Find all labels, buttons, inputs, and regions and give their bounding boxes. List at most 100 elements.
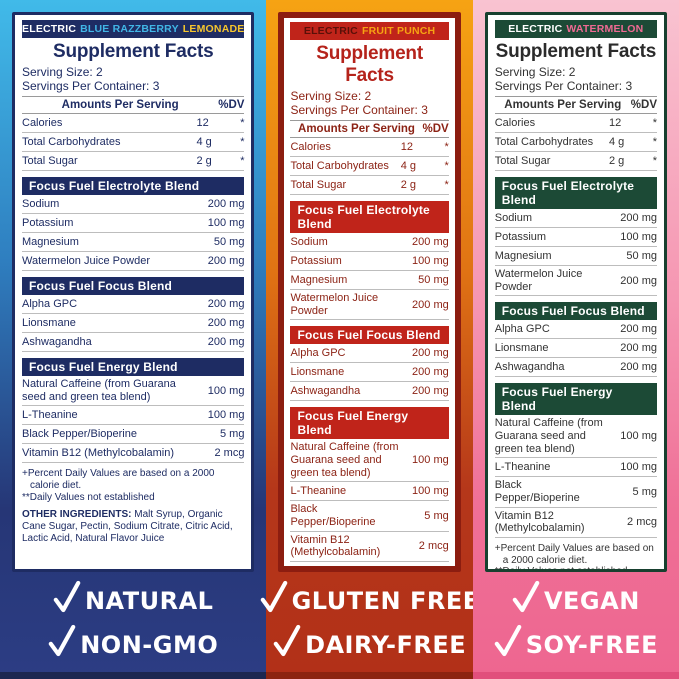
fact-amount: 2 g [400,179,417,192]
blend-row-alpha-gpc: Alpha GPC 200 mg [290,344,449,364]
blend-row-watermelon-juice: Watermelon Juice Powder 200 mg [290,290,449,321]
fact-dv: * [240,155,245,168]
blend-amount: 100 mg [412,485,449,498]
blend-ingredient: Watermelon Juice Powder [290,292,379,317]
other-ingredients-label: OTHER INGREDIENTS: [22,508,132,520]
blend-amount: 100 mg [412,255,449,268]
blend-title-energy: Focus Fuel Energy Blend [290,407,449,440]
blend-row-magnesium: Magnesium 50 mg [494,247,657,267]
badge-list: NATURAL NON-GMO [0,579,266,667]
flavor-banner: ELECTRIC WATERMELON [494,20,657,38]
blend-row-black-pepper: Black Pepper/Bioperine 5 mg [22,425,245,445]
fact-name: Total Sugar [22,154,78,167]
fact-name: Calories [22,116,63,129]
blend-ingredient: Lionsmane [494,342,549,355]
blend-amount: 100 mg [620,430,657,443]
badge-vegan: VEGAN [512,579,640,623]
fact-row-sugar: Total Sugar 2 g * [22,152,245,172]
blend-ingredient: Potassium [494,230,547,243]
blend-title-focus: Focus Fuel Focus Blend [494,302,657,321]
footnote-not-established: **Daily Values not established [22,491,155,503]
supplement-facts-card: ELECTRIC FRUIT PUNCH Supplement Facts Se… [278,12,461,572]
blend-amount: 50 mg [213,236,245,249]
fact-amount: 4 g [609,136,625,149]
badge-dairy-free: DAIRY-FREE [273,623,466,667]
fact-row-calories: Calories 12 * [22,114,245,134]
badge-label: DAIRY-FREE [305,631,467,659]
blend-ingredient: Natural Caffeine (from Guarana seed and … [22,378,176,403]
flavor-word-electric: ELECTRIC [508,23,563,35]
blend-row-watermelon-juice: Watermelon Juice Powder 200 mg [494,266,657,297]
badge-non-gmo: NON-GMO [48,623,218,667]
other-ingredients: OTHER INGREDIENTS: Malt Syrup, Organic C… [22,509,244,545]
serving-size: Serving Size: 2 [22,65,103,79]
blend-amount: 100 mg [207,384,245,397]
badge-list: VEGAN SOY-FREE [473,579,679,667]
flavor-word-electric: ELECTRIC [303,25,358,37]
blend-row-potassium: Potassium 100 mg [494,228,657,248]
blend-ingredient: Sodium [22,197,60,210]
fact-row-carbohydrates: Total Carbohydrates 4 g * [494,133,657,153]
fact-row-sugar: Total Sugar 2 g * [494,152,657,172]
fact-row-carbohydrates: Total Carbohydrates 4 g * [290,157,449,177]
badge-label: NATURAL [84,587,214,615]
blend-row-l-theanine: L-Theanine 100 mg [22,406,245,426]
blend-amount: 100 mg [412,454,449,467]
blend-ingredient: L-Theanine [494,460,551,473]
amounts-header-row: Amounts Per Serving %DV [290,120,449,139]
blend-amount: 100 mg [620,461,657,474]
checkmark-icon [53,580,81,613]
blend-ingredient: Sodium [494,211,533,224]
checkmark-icon [512,580,540,613]
panel-blue-razzberry-lemonade: ELECTRIC BLUE RAZZBERRY LEMONADE Supplem… [0,0,267,679]
blend-title-electrolyte: Focus Fuel Electrolyte Blend [494,177,657,210]
blend-amount: 200 mg [620,361,657,374]
blend-ingredient: Sodium [290,235,328,248]
fact-amount: 2 g [196,155,212,168]
blend-ingredient: Vitamin B12 (Methylcobalamin) [290,533,381,559]
blend-ingredient: Lionsmane [290,366,345,379]
blend-amount: 200 mg [207,317,245,330]
blend-amount: 5 mg [220,428,245,441]
footnote-daily-values: +Percent Daily Values are based on a 200… [494,542,654,566]
blend-title-energy: Focus Fuel Energy Blend [22,358,245,377]
flavor-banner: ELECTRIC FRUIT PUNCH [290,22,449,40]
flavor-word-electric: ELECTRIC [22,23,77,35]
servings-per-container: Servings Per Container: 3 [494,79,633,94]
flavor-banner: ELECTRIC BLUE RAZZBERRY LEMONADE [22,20,245,38]
fact-row-sugar: Total Sugar 2 g * [290,176,449,196]
serving-size: Serving Size: 2 [494,65,576,79]
blend-amount: 5 mg [424,509,449,522]
blend-row-caffeine: Natural Caffeine (from Guarana seed and … [22,376,245,407]
fact-row-calories: Calories 12 * [494,114,657,134]
fact-amount: 4 g [196,136,212,149]
blend-amount: 100 mg [207,409,245,422]
badge-label: VEGAN [543,587,640,615]
fact-name: Total Carbohydrates [290,159,389,172]
blend-ingredient: Ashwagandha [290,385,361,398]
blend-amount: 200 mg [207,198,245,211]
footnote-not-established: **Daily Values not established [494,566,628,572]
blend-amount: 200 mg [412,347,449,360]
blend-row-alpha-gpc: Alpha GPC 200 mg [22,295,245,315]
dv-label: %DV [630,99,657,112]
blend-ingredient: Magnesium [494,249,552,262]
blend-row-l-theanine: L-Theanine 100 mg [290,482,449,502]
supplement-facts-title: Supplement Facts [316,43,423,86]
flavor-word-name: FRUIT PUNCH [361,25,436,37]
checkmark-icon [48,624,76,657]
blend-amount: 200 mg [412,298,449,311]
blend-row-lionsmane: Lionsmane 200 mg [494,339,657,359]
panel-watermelon: ELECTRIC WATERMELON Supplement Facts Ser… [472,0,679,679]
blend-ingredient: Potassium [22,216,74,229]
blend-ingredient: Ashwagandha [494,361,565,374]
servings-per-container: Servings Per Container: 3 [290,103,428,118]
blend-row-lionsmane: Lionsmane 200 mg [290,363,449,383]
fact-dv: * [652,117,657,130]
amounts-per-serving-label: Amounts Per Serving [504,99,622,112]
blend-amount: 2 mcg [627,516,657,529]
blend-ingredient: Black Pepper/Bioperine [290,503,376,528]
supplement-facts-title: Supplement Facts [53,41,214,62]
footnote-daily-values: +Percent Daily Values are based on a 200… [22,468,215,492]
blend-row-vitamin-b12: Vitamin B12 (Methylcobalamin) 2 mcg [22,444,245,464]
